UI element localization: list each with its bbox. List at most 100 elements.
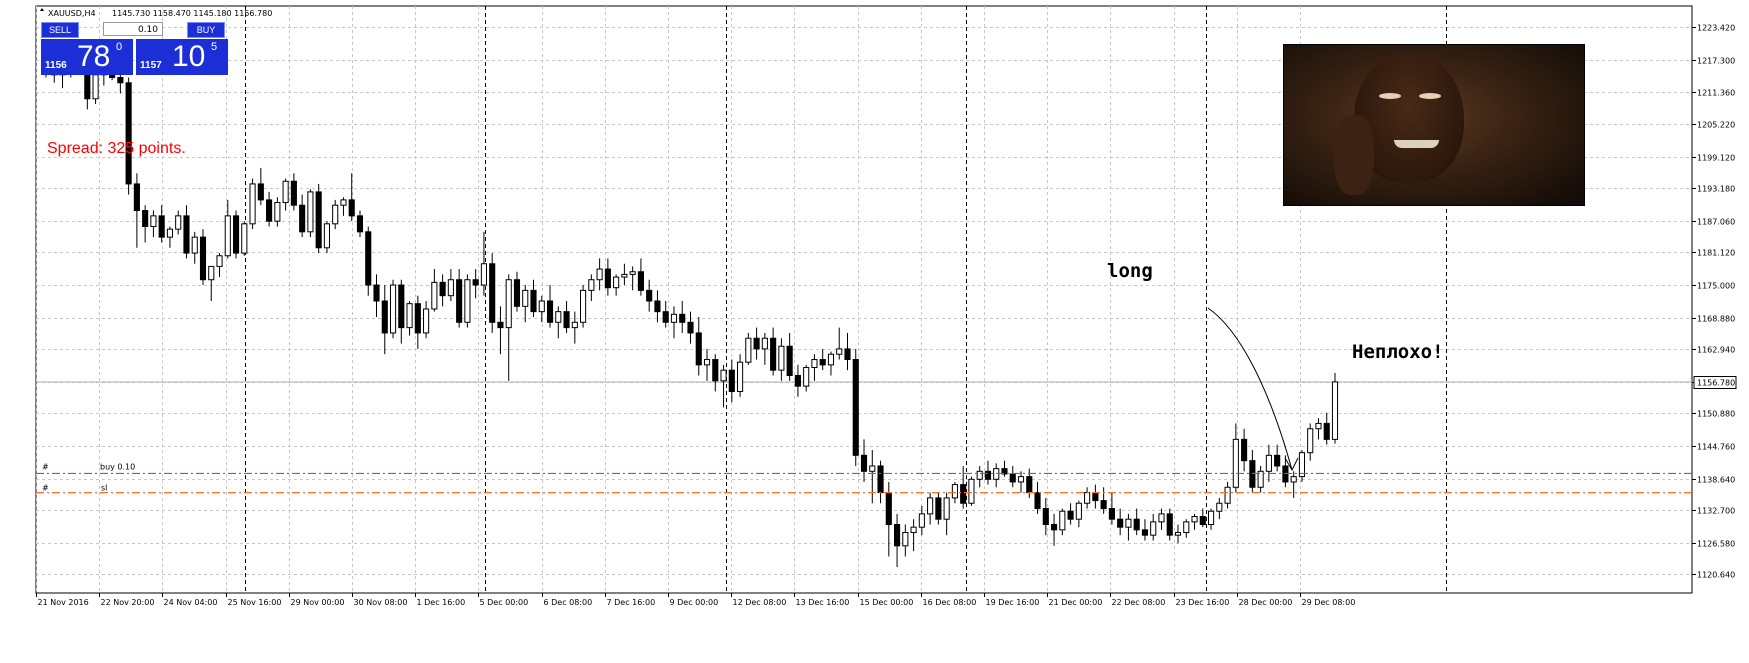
candle-body bbox=[1199, 516, 1206, 526]
candle-body bbox=[1009, 473, 1016, 483]
sell-price-box[interactable]: 1156 78 0 bbox=[41, 39, 133, 75]
candle-body bbox=[571, 321, 578, 329]
candle-body bbox=[125, 82, 132, 185]
candle-body bbox=[1274, 454, 1281, 467]
candle-body bbox=[1331, 381, 1339, 440]
candle-body bbox=[703, 359, 711, 366]
candle-body bbox=[1001, 468, 1008, 475]
hand-shape bbox=[1334, 115, 1374, 195]
y-tick-label: 1132.700 bbox=[1697, 507, 1735, 516]
candle-body bbox=[133, 183, 140, 212]
candle-body bbox=[199, 236, 207, 281]
y-tick-label: 1193.180 bbox=[1697, 185, 1735, 194]
candle-body bbox=[530, 289, 537, 313]
x-tick-label: 23 Dec 16:00 bbox=[1176, 598, 1230, 607]
candle-body bbox=[373, 284, 380, 302]
candle-body bbox=[1241, 438, 1248, 462]
x-tick-label: 9 Dec 00:00 bbox=[670, 598, 719, 607]
candle-body bbox=[1092, 492, 1099, 502]
candle-body bbox=[596, 268, 603, 281]
candle-body bbox=[274, 202, 281, 222]
candle-body bbox=[555, 311, 562, 323]
candle-body bbox=[1067, 510, 1074, 520]
buy-price-big: 10 bbox=[172, 40, 206, 73]
x-tick-label: 22 Nov 20:00 bbox=[101, 598, 155, 607]
candle-body bbox=[257, 183, 264, 201]
x-tick-label: 25 Nov 16:00 bbox=[228, 598, 282, 607]
candle-body bbox=[1207, 510, 1215, 526]
candle-body bbox=[745, 337, 752, 363]
candle-body bbox=[960, 484, 967, 504]
candle-body bbox=[1084, 492, 1091, 504]
buy-order-hash: # bbox=[42, 462, 49, 471]
candle-body bbox=[1166, 513, 1173, 536]
sell-price-small: 1156 bbox=[45, 60, 67, 71]
candle-body bbox=[1265, 454, 1272, 472]
buy-button[interactable]: BUY bbox=[187, 22, 225, 38]
candle-body bbox=[315, 191, 322, 249]
long-arrow-head bbox=[1284, 457, 1299, 472]
candle-body bbox=[844, 348, 851, 361]
y-axis: 1223.420 1217.300 1211.360 1205.220 1199.120… bbox=[1692, 24, 1737, 580]
candle-body bbox=[1191, 516, 1198, 523]
candle-body bbox=[894, 524, 901, 547]
candle-body bbox=[406, 303, 413, 329]
candle-body bbox=[1125, 518, 1132, 528]
x-tick-label: 22 Dec 08:00 bbox=[1112, 598, 1166, 607]
candle-body bbox=[670, 313, 678, 323]
long-annotation: long bbox=[1107, 260, 1153, 282]
candle-body bbox=[927, 497, 934, 515]
candle-body bbox=[266, 199, 273, 222]
y-tick-label: 1181.120 bbox=[1697, 249, 1735, 258]
neplokho-annotation: Неплохо! bbox=[1352, 341, 1444, 363]
candle-body bbox=[1100, 500, 1107, 510]
buy-price-small: 1157 bbox=[140, 60, 162, 71]
buy-price-sup: 5 bbox=[211, 41, 218, 53]
candle-body bbox=[538, 300, 545, 313]
candle-body bbox=[770, 337, 777, 371]
order-lines: # buy 0.10 # sl bbox=[36, 462, 1692, 494]
candle-body bbox=[505, 279, 512, 329]
candle-body bbox=[588, 279, 595, 291]
candle-body bbox=[340, 199, 347, 206]
x-tick-label: 21 Dec 00:00 bbox=[1049, 598, 1103, 607]
y-tick-label: 1199.120 bbox=[1697, 154, 1735, 163]
candle-body bbox=[522, 289, 529, 307]
candle-body bbox=[299, 204, 306, 233]
candle-body bbox=[158, 215, 165, 238]
candle-body bbox=[811, 359, 818, 369]
collapse-triangle-icon[interactable] bbox=[40, 8, 44, 11]
candle-body bbox=[1075, 502, 1082, 520]
candle-body bbox=[166, 228, 174, 238]
candle-body bbox=[604, 268, 611, 289]
sell-price-sup: 0 bbox=[116, 41, 123, 53]
candle-body bbox=[761, 337, 768, 350]
candle-body bbox=[1150, 521, 1157, 536]
candle-body bbox=[183, 215, 190, 254]
candle-body bbox=[456, 279, 463, 323]
sl-order-label: sl bbox=[101, 484, 107, 493]
candle-body bbox=[431, 281, 438, 310]
x-tick-label: 6 Dec 08:00 bbox=[544, 598, 593, 607]
candle-body bbox=[976, 470, 983, 480]
lot-size-input[interactable]: 0.10 bbox=[103, 22, 163, 36]
candle-body bbox=[951, 484, 958, 499]
candle-body bbox=[902, 532, 909, 547]
candle-body bbox=[489, 263, 496, 323]
candle-body bbox=[497, 321, 504, 329]
candle-body bbox=[84, 71, 91, 100]
x-tick-label: 5 Dec 00:00 bbox=[480, 598, 529, 607]
y-tick-label: 1187.060 bbox=[1697, 218, 1735, 227]
candle-body bbox=[1141, 529, 1149, 536]
sell-button[interactable]: SELL bbox=[41, 22, 79, 38]
candle-body bbox=[439, 281, 446, 297]
candle-body bbox=[249, 183, 256, 225]
candle-body bbox=[662, 311, 669, 323]
spread-text: Spread: 325 points. bbox=[47, 140, 186, 157]
candle-body bbox=[918, 513, 925, 528]
y-tick-label: 1120.640 bbox=[1697, 571, 1735, 580]
buy-price-box[interactable]: 1157 10 5 bbox=[136, 39, 228, 75]
candle-body bbox=[480, 263, 487, 286]
x-tick-label: 28 Dec 00:00 bbox=[1239, 598, 1293, 607]
x-axis: 21 Nov 2016 22 Nov 20:00 24 Nov 04:00 25 No… bbox=[36, 593, 1355, 607]
